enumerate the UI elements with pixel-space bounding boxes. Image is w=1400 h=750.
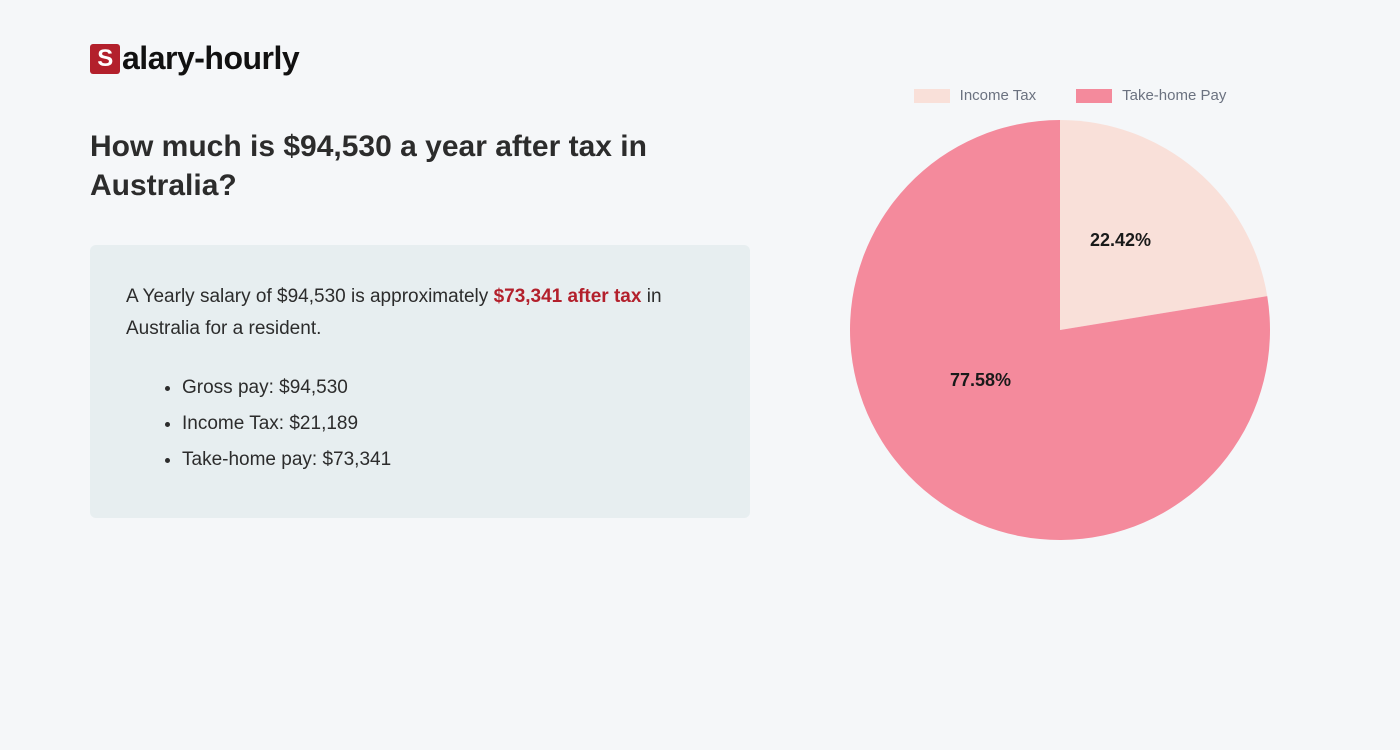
legend-label: Take-home Pay	[1122, 87, 1226, 104]
right-column: Income Tax Take-home Pay 22.42% 77.58%	[810, 87, 1310, 540]
list-item: Take-home pay: $73,341	[182, 442, 714, 478]
legend-label: Income Tax	[960, 87, 1036, 104]
pie-svg	[850, 120, 1270, 540]
chart-legend: Income Tax Take-home Pay	[914, 87, 1227, 104]
list-item: Income Tax: $21,189	[182, 406, 714, 442]
slice-label-income-tax: 22.42%	[1090, 230, 1151, 251]
summary-highlight: $73,341 after tax	[494, 286, 642, 307]
slice-label-take-home: 77.58%	[950, 370, 1011, 391]
summary-paragraph: A Yearly salary of $94,530 is approximat…	[126, 281, 714, 346]
content-row: How much is $94,530 a year after tax in …	[90, 127, 1310, 540]
legend-item-income-tax: Income Tax	[914, 87, 1036, 104]
left-column: How much is $94,530 a year after tax in …	[90, 127, 750, 540]
pie-chart: 22.42% 77.58%	[850, 120, 1270, 540]
logo-s-icon: S	[90, 44, 120, 74]
site-logo: Salary-hourly	[90, 40, 1310, 77]
page-title: How much is $94,530 a year after tax in …	[90, 127, 750, 205]
legend-swatch-icon	[1076, 89, 1112, 103]
logo-text: alary-hourly	[122, 40, 299, 77]
legend-swatch-icon	[914, 89, 950, 103]
page-root: Salary-hourly How much is $94,530 a year…	[0, 0, 1400, 580]
bullet-list: Gross pay: $94,530 Income Tax: $21,189 T…	[126, 370, 714, 478]
list-item: Gross pay: $94,530	[182, 370, 714, 406]
legend-item-take-home: Take-home Pay	[1076, 87, 1226, 104]
summary-box: A Yearly salary of $94,530 is approximat…	[90, 245, 750, 518]
summary-prefix: A Yearly salary of $94,530 is approximat…	[126, 286, 494, 307]
